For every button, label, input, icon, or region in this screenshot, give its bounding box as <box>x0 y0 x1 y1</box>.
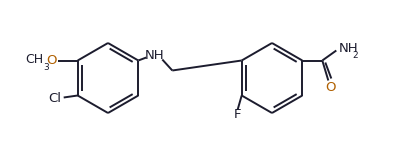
Text: NH: NH <box>144 49 164 62</box>
Text: Cl: Cl <box>49 92 62 105</box>
Text: 2: 2 <box>352 51 357 60</box>
Text: O: O <box>324 81 335 94</box>
Text: F: F <box>233 108 241 121</box>
Text: NH: NH <box>337 42 357 55</box>
Text: CH: CH <box>26 54 44 66</box>
Text: O: O <box>46 54 57 67</box>
Text: 3: 3 <box>44 63 49 72</box>
